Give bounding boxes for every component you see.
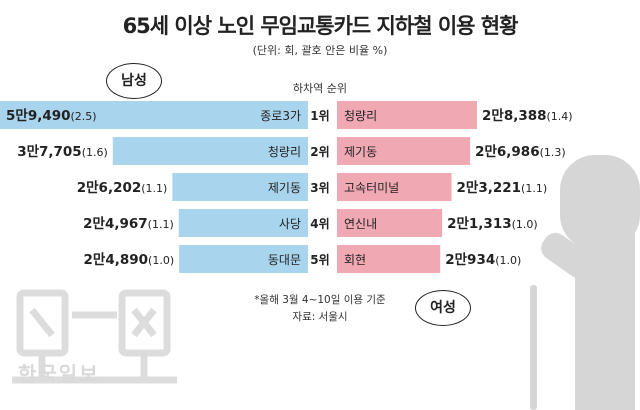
male-value-label: 2만4,890(1.0) — [84, 252, 175, 268]
female-station-label: 제기동 — [344, 145, 377, 159]
rank-axis-title: 하차역 순위 — [292, 82, 348, 95]
source-note: 자료: 서울시 — [292, 311, 348, 323]
male-station-label: 종로3가 — [260, 109, 301, 123]
female-station-label: 고속터미널 — [344, 181, 399, 195]
male-bar — [172, 173, 308, 201]
watermark-text: 한국일보 — [18, 362, 100, 386]
female-value-label: 2만8,388(1.4) — [482, 108, 573, 124]
female-value-label: 2만934(1.0) — [445, 252, 521, 268]
male-value-label: 5만9,490(2.5) — [6, 108, 97, 124]
rank-label: 5위 — [310, 253, 329, 267]
female-bar — [337, 137, 471, 165]
female-bar — [337, 173, 452, 201]
rank-label: 2위 — [310, 145, 329, 159]
rank-label: 4위 — [310, 217, 329, 231]
female-bar — [337, 101, 477, 129]
male-bar — [0, 101, 308, 129]
period-note: *올해 3월 4~10일 이용 기준 — [254, 294, 386, 306]
rank-label: 1위 — [310, 109, 329, 123]
male-bar — [112, 137, 309, 165]
male-bar — [179, 245, 308, 273]
male-callout: 남성 — [106, 63, 162, 99]
male-station-label: 사당 — [279, 217, 301, 231]
male-value-label: 3만7,705(1.6) — [17, 144, 108, 160]
female-station-label: 연신내 — [344, 217, 377, 231]
female-value-label: 2만3,221(1.1) — [457, 180, 548, 196]
male-value-label: 2만4,967(1.1) — [83, 216, 174, 232]
female-value-label: 2만1,313(1.0) — [447, 216, 538, 232]
male-station-label: 동대문 — [268, 253, 301, 267]
female-bar — [337, 245, 441, 273]
chart-title: 65세 이상 노인 무임교통카드 지하철 이용 현황 — [122, 14, 519, 38]
rank-label: 3위 — [310, 181, 329, 195]
female-station-label: 청량리 — [344, 109, 377, 123]
female-callout: 여성 — [415, 290, 471, 326]
female-station-label: 회현 — [344, 253, 366, 267]
logo-watermark-icon — [12, 289, 177, 384]
female-value-label: 2만6,986(1.3) — [475, 144, 566, 160]
female-bar — [337, 209, 443, 237]
male-station-label: 제기동 — [268, 181, 301, 195]
male-station-label: 청량리 — [268, 145, 301, 159]
chart-subtitle: (단위: 회, 괄호 안은 비율 %) — [252, 44, 388, 57]
elderly-person-icon — [530, 155, 640, 410]
male-value-label: 2만6,202(1.1) — [77, 180, 168, 196]
male-bar — [178, 209, 308, 237]
